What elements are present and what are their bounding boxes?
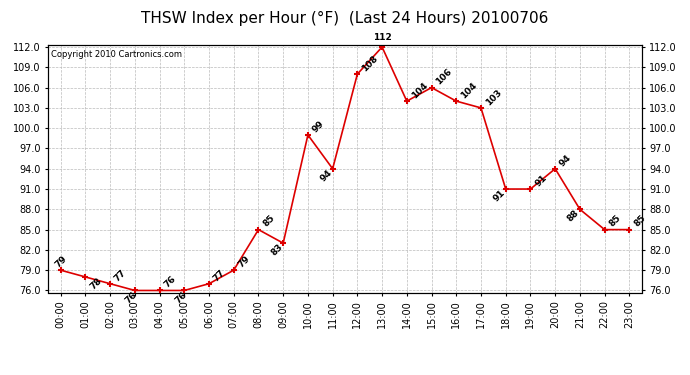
Text: 106: 106: [434, 67, 454, 87]
Text: 94: 94: [558, 153, 573, 168]
Text: THSW Index per Hour (°F)  (Last 24 Hours) 20100706: THSW Index per Hour (°F) (Last 24 Hours)…: [141, 11, 549, 26]
Text: 88: 88: [566, 209, 581, 224]
Text: 78: 78: [88, 276, 104, 291]
Text: 85: 85: [607, 214, 622, 229]
Text: 79: 79: [54, 254, 69, 269]
Text: 112: 112: [373, 33, 391, 42]
Text: 83: 83: [269, 242, 284, 258]
Text: 77: 77: [113, 267, 128, 283]
Text: 91: 91: [492, 188, 507, 204]
Text: 104: 104: [410, 81, 429, 100]
Text: 91: 91: [533, 173, 549, 188]
Text: 85: 85: [262, 214, 277, 229]
Text: 76: 76: [124, 290, 139, 305]
Text: 99: 99: [310, 119, 326, 134]
Text: 77: 77: [212, 267, 227, 283]
Text: 108: 108: [360, 54, 380, 73]
Text: 79: 79: [237, 254, 252, 269]
Text: Copyright 2010 Cartronics.com: Copyright 2010 Cartronics.com: [51, 50, 182, 59]
Text: 85: 85: [632, 214, 647, 229]
Text: 76: 76: [162, 274, 177, 290]
Text: 76: 76: [173, 290, 188, 305]
Text: 94: 94: [319, 168, 334, 183]
Text: 104: 104: [459, 81, 479, 100]
Text: 103: 103: [484, 88, 503, 107]
